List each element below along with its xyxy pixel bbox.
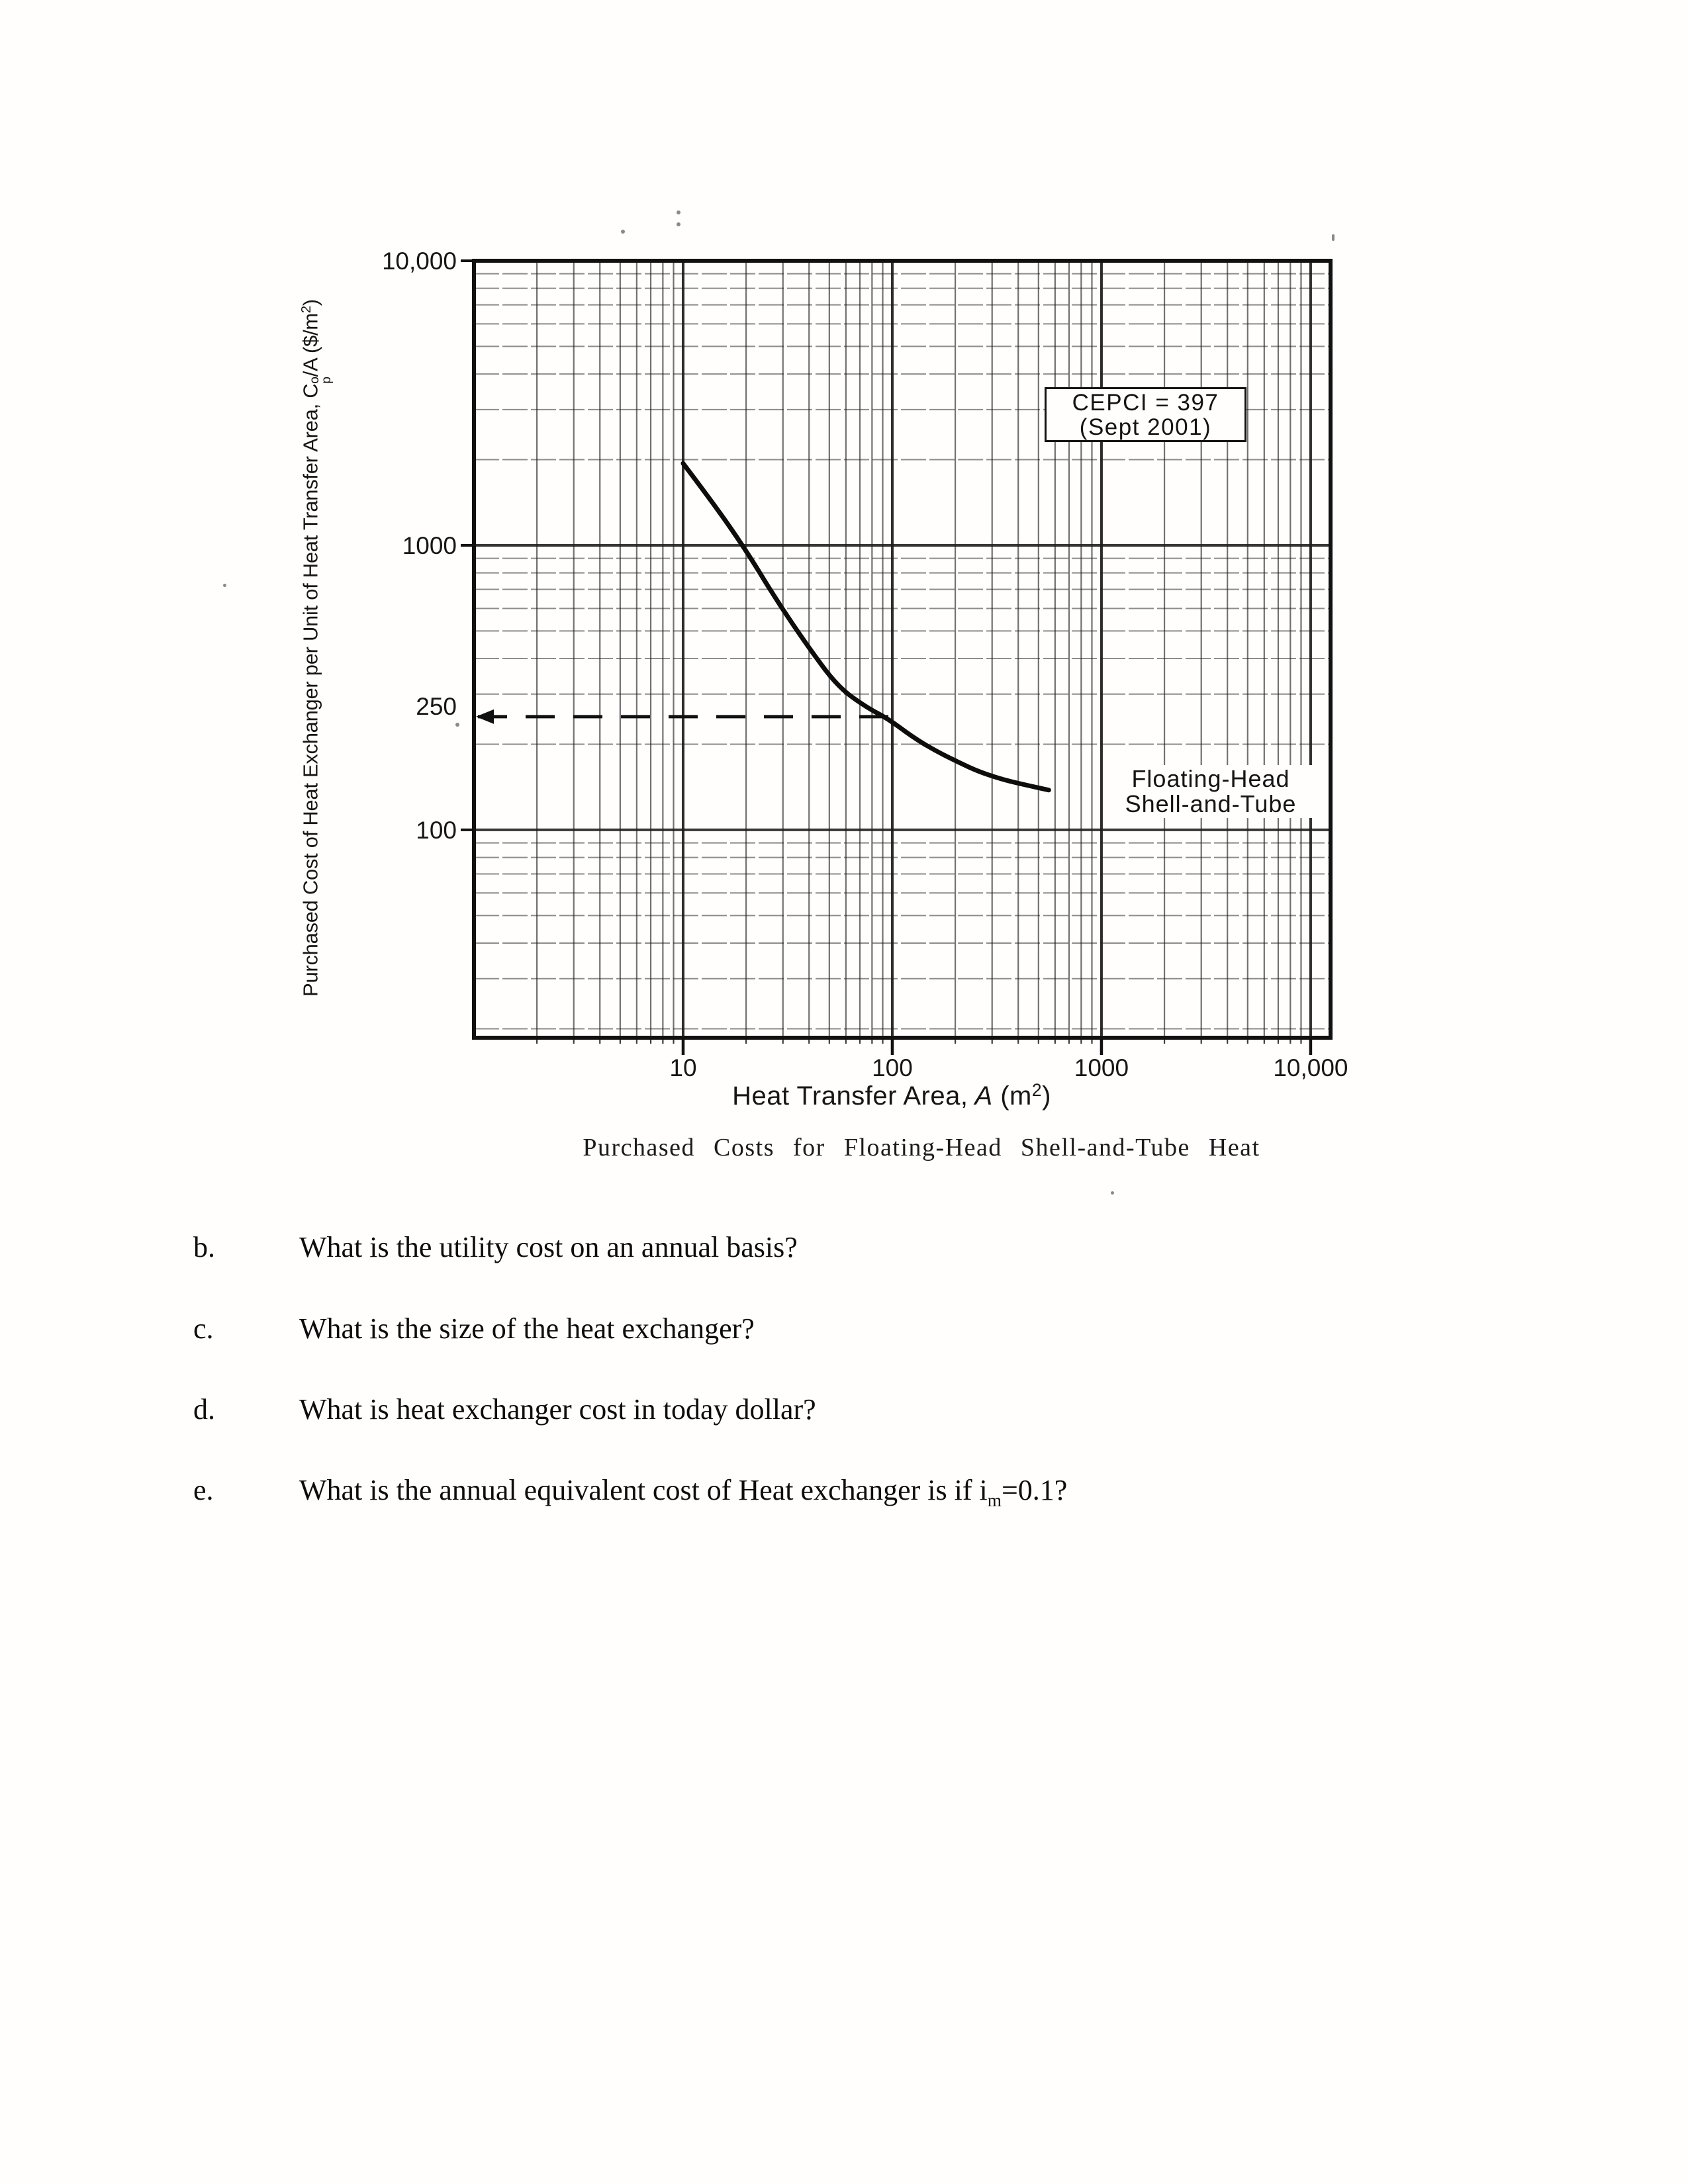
scan-artifact [223, 584, 226, 587]
y-axis-unit: /A ($/m [299, 313, 322, 377]
curve-label-line2: Shell-and-Tube [1125, 790, 1297, 817]
x-axis-title-text: Heat Transfer Area, [732, 1081, 968, 1111]
reference-dashed-line [476, 709, 889, 724]
cepci-annotation-box: CEPCI = 397 (Sept 2001) [1045, 387, 1246, 442]
x-axis-unit-exp: 2 [1031, 1080, 1043, 1100]
x-tick-label: 10 [669, 1054, 696, 1081]
curve-label: Floating-Head Shell-and-Tube [1104, 765, 1317, 818]
scan-artifact [1332, 234, 1335, 241]
cost-symbol-base: C [299, 383, 322, 398]
y-axis-unit-close: ) [299, 299, 322, 306]
cost-curve-path [680, 461, 1051, 793]
y-tick-label: 250 [416, 693, 457, 720]
log-log-chart: 10 100 1000 10,000 10,000 1000 250 100 [384, 248, 1348, 1081]
question-text: What is the annual equivalent cost of He… [299, 1473, 1067, 1511]
x-axis-unit-close: ) [1042, 1081, 1051, 1111]
question-b: b. What is the utility cost on an annual… [0, 1230, 1456, 1270]
cepci-value: CEPCI = 397 [1072, 389, 1219, 416]
question-letter: d. [193, 1393, 215, 1426]
cepci-date: (Sept 2001) [1079, 414, 1212, 440]
y-tick-label: 100 [416, 817, 457, 844]
x-tick-label: 100 [872, 1054, 913, 1081]
curve-label-line1: Floating-Head [1131, 765, 1290, 792]
y-axis-unit-exp: 2 [299, 306, 314, 314]
question-c: c. What is the size of the heat exchange… [0, 1312, 1456, 1351]
question-letter: c. [193, 1312, 214, 1345]
x-tick-label: 10,000 [1273, 1054, 1348, 1081]
question-text-prefix: What is the annual equivalent cost of He… [299, 1474, 988, 1506]
question-e: e. What is the annual equivalent cost of… [0, 1473, 1456, 1513]
scan-artifact [1111, 1191, 1114, 1195]
question-text-subscript: m [987, 1490, 1002, 1510]
y-axis-title: Purchased Cost of Heat Exchanger per Uni… [299, 299, 334, 997]
y-tick-label: 1000 [402, 532, 457, 559]
scan-artifact [677, 222, 680, 226]
question-text: What is the utility cost on an annual ba… [299, 1231, 798, 1263]
grid-major [474, 261, 1331, 1038]
grid-minor [474, 261, 1331, 1038]
question-d: d. What is heat exchanger cost in today … [0, 1392, 1456, 1432]
cost-curve [680, 461, 1051, 793]
x-axis-title: Heat Transfer Area, A (m2) [686, 1080, 1097, 1111]
y-axis-title-text: Purchased Cost of Heat Exchanger per Uni… [299, 398, 322, 997]
scan-artifact [677, 210, 680, 214]
x-tick-label: 1000 [1074, 1054, 1129, 1081]
plot-border [472, 259, 1333, 1040]
y-tick-label: 10,000 [384, 248, 457, 275]
question-letter: e. [193, 1474, 214, 1506]
scan-artifact [455, 723, 459, 727]
axis-ticks [461, 259, 1313, 1055]
question-letter: b. [193, 1231, 215, 1263]
cost-symbol-sub: p [320, 377, 334, 384]
figure-caption: Purchased Costs for Floating-Head Shell-… [583, 1134, 1260, 1161]
question-text: What is the size of the heat exchanger? [299, 1312, 755, 1345]
tick-labels: 10 100 1000 10,000 10,000 1000 250 100 [384, 248, 1348, 1081]
cost-chart-figure: 10 100 1000 10,000 10,000 1000 250 100 Purchase… [223, 210, 1348, 1195]
scan-artifact [621, 230, 625, 234]
question-text-suffix: =0.1? [1001, 1474, 1068, 1506]
x-axis-unit: (m [992, 1081, 1032, 1111]
x-axis-variable: A [974, 1081, 993, 1111]
question-text: What is heat exchanger cost in today dol… [299, 1393, 816, 1426]
